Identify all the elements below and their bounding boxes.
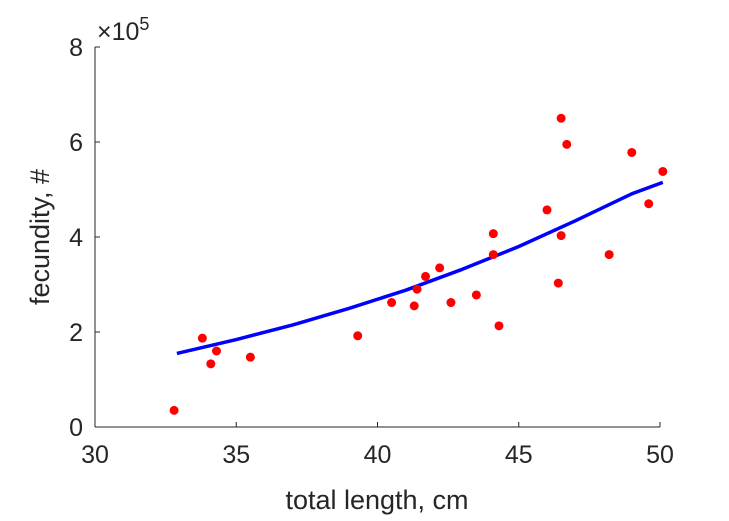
data-point xyxy=(353,331,363,341)
data-point xyxy=(556,231,566,241)
y-tick-label: 6 xyxy=(69,129,83,157)
data-point xyxy=(553,278,563,288)
data-point xyxy=(169,405,179,415)
data-point xyxy=(562,139,572,149)
data-point xyxy=(658,166,668,176)
data-point xyxy=(421,271,431,281)
y-tick-label: 2 xyxy=(69,319,83,347)
y-exponent-label: ×105 xyxy=(97,14,149,46)
x-tick-label: 35 xyxy=(222,441,250,469)
data-point xyxy=(488,250,498,260)
data-point xyxy=(542,205,552,215)
data-point xyxy=(627,147,637,157)
x-ticks: 30 35 40 45 50 xyxy=(81,422,674,469)
axes xyxy=(94,47,660,428)
data-point xyxy=(435,263,445,273)
data-point xyxy=(211,346,221,356)
data-point xyxy=(471,290,481,300)
plot-area xyxy=(169,113,668,415)
data-point xyxy=(604,250,614,260)
x-tick-label: 30 xyxy=(81,441,109,469)
y-axis-title: fecundity, # xyxy=(25,169,55,305)
data-point xyxy=(446,298,456,308)
y-exponent-base: ×10 xyxy=(97,18,139,46)
y-tick-label: 0 xyxy=(69,414,83,442)
y-tick-label: 4 xyxy=(69,224,83,252)
data-point xyxy=(556,113,566,123)
data-point xyxy=(488,229,498,239)
x-tick-label: 45 xyxy=(505,441,533,469)
data-point xyxy=(245,352,255,362)
data-point xyxy=(387,298,397,308)
y-exponent-power: 5 xyxy=(139,14,149,34)
data-point xyxy=(409,301,419,311)
x-tick-label: 40 xyxy=(364,441,392,469)
x-axis-title: total length, cm xyxy=(285,485,468,515)
data-point xyxy=(197,333,207,343)
y-ticks: 0 2 4 6 8 xyxy=(69,34,100,442)
x-tick-label: 50 xyxy=(646,441,674,469)
data-point xyxy=(412,284,422,294)
data-point xyxy=(494,321,504,331)
fit-curve xyxy=(176,180,664,356)
y-tick-label: 8 xyxy=(69,34,83,62)
data-point xyxy=(206,359,216,369)
data-point xyxy=(644,199,654,209)
